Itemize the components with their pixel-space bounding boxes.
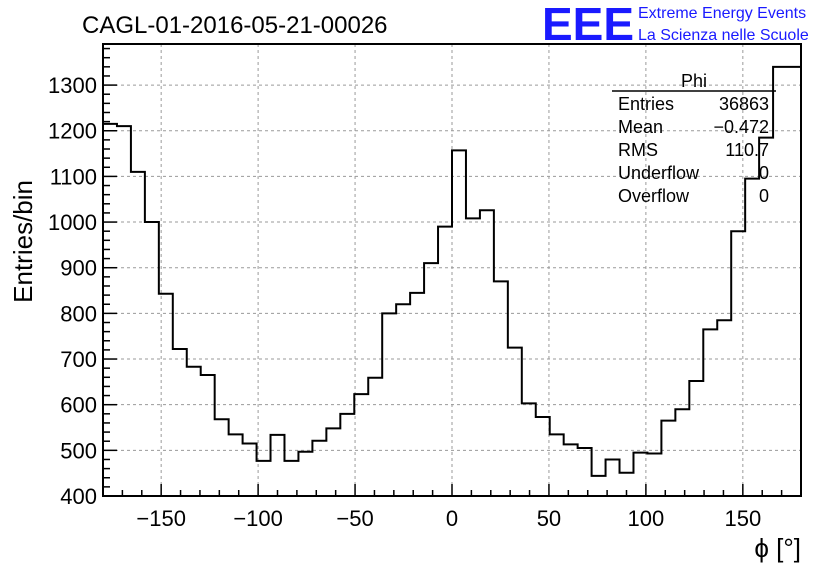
x-tick-label: −150 xyxy=(136,506,186,531)
logo-mark: EEE xyxy=(542,0,634,50)
y-tick-label: 600 xyxy=(60,393,97,418)
y-tick-label: 1200 xyxy=(48,119,97,144)
chart-title: CAGL-01-2016-05-21-00026 xyxy=(82,12,388,39)
stats-value: 110.7 xyxy=(725,140,769,160)
x-tick-label: 150 xyxy=(724,506,761,531)
stats-box: Phi Entries 36863 Mean −0.472 RMS 110.7 Underf… xyxy=(612,71,776,206)
histogram-series-phi xyxy=(103,65,801,477)
y-tick-label: 1100 xyxy=(50,164,97,189)
stats-value: 0 xyxy=(759,186,769,206)
y-tick-label: 1300 xyxy=(48,73,97,98)
stats-label: Overflow xyxy=(618,186,690,206)
stats-value: −0.472 xyxy=(713,117,769,137)
x-tick-label: −50 xyxy=(336,506,373,531)
stats-name: Phi xyxy=(681,71,707,91)
y-tick-label: 700 xyxy=(60,347,97,372)
y-tick-label: 400 xyxy=(60,484,97,509)
y-tick-label: 1000 xyxy=(48,210,97,235)
eee-logo: EEE Extreme Energy Events La Scienza nel… xyxy=(542,0,809,50)
stats-rows: Entries 36863 Mean −0.472 RMS 110.7 Underflow 0… xyxy=(618,94,769,206)
stats-label: Underflow xyxy=(618,163,700,183)
y-tick-label: 900 xyxy=(60,256,97,281)
y-axis: 400 500 600 700 800 900 1000 1100 1200 1300 xyxy=(48,47,117,509)
x-tick-label: 50 xyxy=(537,506,561,531)
x-axis: −150 −100 −50 0 50 100 150 xyxy=(102,484,802,531)
stats-label: Mean xyxy=(618,117,663,137)
y-axis-title: Entries/bin xyxy=(8,180,38,303)
x-tick-label: 0 xyxy=(446,506,458,531)
logo-line-1: Extreme Energy Events xyxy=(638,5,806,22)
x-tick-label: 100 xyxy=(628,506,665,531)
y-tick-label: 500 xyxy=(60,438,97,463)
stats-value: 36863 xyxy=(719,94,769,114)
x-axis-title: ϕ [°] xyxy=(754,533,801,563)
x-tick-label: −100 xyxy=(233,506,283,531)
y-tick-label: 800 xyxy=(60,301,97,326)
logo-line-2: La Scienza nelle Scuole xyxy=(638,27,809,44)
stats-label: Entries xyxy=(618,94,674,114)
grid-lines xyxy=(103,44,801,496)
stats-value: 0 xyxy=(759,163,769,183)
stats-label: RMS xyxy=(618,140,658,160)
